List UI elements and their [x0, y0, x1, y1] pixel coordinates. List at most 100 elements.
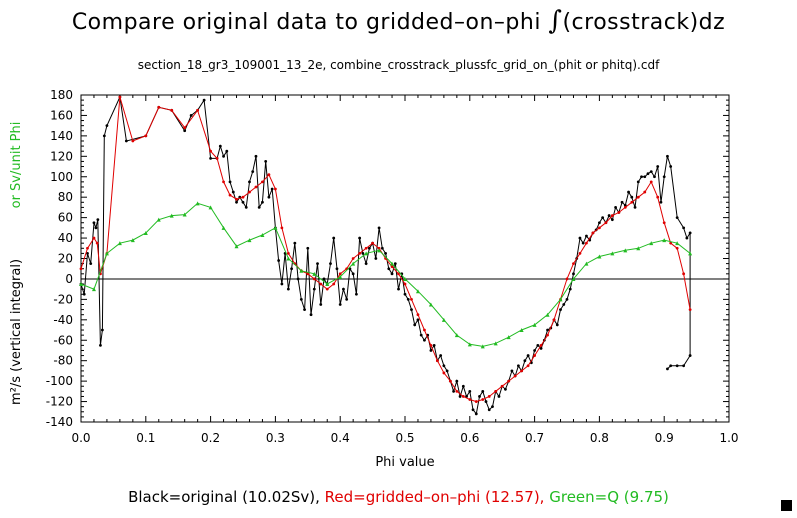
data-point-original: [659, 200, 663, 204]
x-tick-label: 0.9: [655, 431, 674, 445]
data-point-original: [96, 218, 100, 222]
data-point-gridded-on-phi: [507, 379, 511, 383]
data-point-gridded-on-phi: [118, 95, 122, 99]
data-point-gridded-on-phi: [429, 343, 433, 347]
data-point-gridded-on-phi: [585, 241, 588, 245]
y-tick-label: 0: [65, 272, 73, 286]
data-point-original: [218, 144, 222, 148]
x-tick-label: 0.3: [266, 431, 285, 445]
data-point-gridded-on-phi: [332, 282, 336, 286]
legend-green: Green=Q (9.75): [549, 488, 669, 506]
data-point-original: [189, 114, 193, 117]
data-point-gridded-on-phi: [131, 139, 135, 143]
data-point-gridded-on-phi: [474, 400, 478, 403]
data-point-original: [254, 154, 258, 158]
data-point-gridded-on-phi: [520, 369, 524, 373]
data-point-original: [293, 241, 297, 245]
data-point-Q: [688, 251, 693, 256]
x-tick-label: 0.6: [460, 431, 479, 445]
y-tick-label: -40: [53, 313, 73, 327]
data-point-gridded-on-phi: [254, 185, 258, 189]
data-point-original: [306, 246, 310, 250]
data-point-gridded-on-phi: [170, 108, 174, 112]
data-point-original: [633, 206, 637, 209]
legend-red: Red=gridded–on–phi (12.57),: [324, 488, 545, 506]
x-tick-label: 1.0: [719, 431, 738, 445]
data-point-Q: [234, 244, 239, 249]
legend-black: Black=original (10.02Sv),: [128, 488, 320, 506]
data-point-gridded-on-phi: [248, 190, 251, 194]
data-point-original: [675, 216, 679, 220]
data-point-Q: [156, 217, 161, 222]
chart-title-prefix: Compare original data to gridded–on–phi: [71, 10, 549, 35]
data-point-gridded-on-phi: [92, 236, 96, 240]
data-point-original: [299, 297, 303, 301]
data-point-original: [559, 308, 562, 311]
data-point-Q: [558, 297, 563, 302]
data-point-original: [517, 364, 520, 368]
data-point-gridded-on-phi: [513, 374, 517, 378]
data-point-Q: [584, 261, 589, 266]
data-point-original: [261, 200, 264, 204]
data-point-Q: [351, 261, 356, 266]
data-point-original: [682, 364, 686, 368]
data-point-Q: [130, 238, 135, 243]
data-point-Q: [454, 333, 459, 338]
data-point-original: [688, 231, 692, 235]
data-point-gridded-on-phi: [371, 241, 374, 245]
data-point-gridded-on-phi: [95, 241, 99, 245]
data-point-original: [669, 165, 673, 168]
data-point-original: [491, 405, 494, 409]
data-point-original: [89, 262, 93, 266]
data-point-original: [86, 251, 89, 255]
data-point-original: [565, 297, 569, 301]
data-point-original: [585, 234, 588, 238]
data-point-original: [607, 214, 611, 217]
y-tick-label: -120: [46, 395, 73, 409]
data-point-original: [209, 156, 213, 160]
data-point-gridded-on-phi: [286, 251, 290, 255]
data-point-original: [468, 389, 472, 393]
data-point-Q: [91, 287, 96, 292]
data-point-original: [439, 354, 443, 357]
data-point-original: [329, 262, 332, 266]
data-point-original: [390, 272, 394, 276]
data-point-original: [303, 308, 306, 311]
integral-symbol: ∫: [548, 6, 563, 36]
data-point-original: [452, 389, 455, 393]
data-point-original: [351, 272, 355, 276]
data-point-original: [432, 343, 436, 347]
data-point-gridded-on-phi: [397, 272, 400, 276]
data-point-original: [546, 328, 549, 332]
data-point-original: [504, 387, 507, 391]
data-point-original: [367, 246, 371, 250]
data-point-Q: [571, 276, 576, 281]
data-point-original: [555, 323, 559, 327]
data-point-gridded-on-phi: [235, 197, 238, 201]
data-point-Q: [545, 312, 550, 317]
data-point-Q: [675, 241, 680, 246]
data-point-Q: [143, 230, 148, 235]
data-point-original: [270, 187, 274, 191]
data-point-gridded-on-phi: [481, 398, 485, 401]
data-point-original: [264, 160, 268, 163]
x-tick-label: 0.2: [201, 431, 220, 445]
y-tick-label: 140: [50, 129, 73, 143]
data-point-original: [355, 292, 358, 296]
data-point-Q: [623, 248, 628, 253]
x-tick-label: 0.7: [525, 431, 544, 445]
x-tick-label: 0.1: [136, 431, 155, 445]
chart-subtitle: section_18_gr3_109001_13_2e, combine_cro…: [137, 58, 660, 72]
data-point-Q: [519, 328, 524, 333]
data-point-original: [384, 251, 387, 255]
data-point-gridded-on-phi: [682, 272, 686, 276]
data-point-gridded-on-phi: [410, 297, 413, 301]
data-point-gridded-on-phi: [215, 156, 219, 160]
data-point-original: [643, 175, 647, 179]
data-point-gridded-on-phi: [280, 226, 284, 230]
data-point-gridded-on-phi: [591, 231, 595, 235]
data-point-original: [649, 170, 653, 174]
y-tick-label: -140: [46, 415, 73, 429]
data-point-original: [666, 154, 669, 158]
data-point-original: [231, 190, 235, 194]
